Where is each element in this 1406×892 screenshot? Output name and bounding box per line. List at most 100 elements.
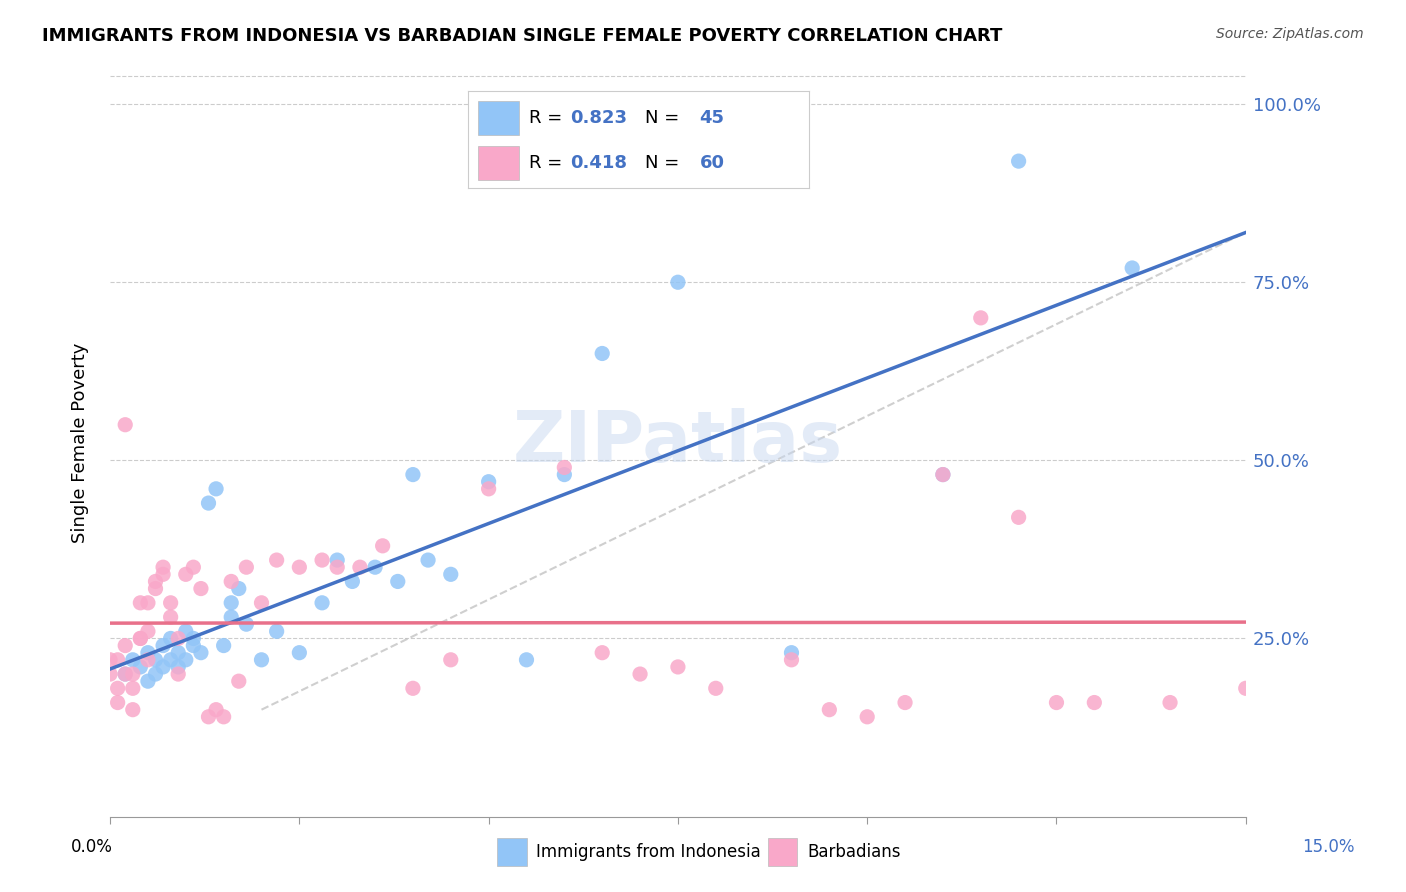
- Point: [174, 567, 197, 582]
- Point: [311, 553, 333, 567]
- Point: [553, 467, 575, 482]
- Point: [136, 596, 159, 610]
- Point: [780, 646, 803, 660]
- Text: Source: ZipAtlas.com: Source: ZipAtlas.com: [1216, 27, 1364, 41]
- Point: [167, 660, 190, 674]
- Point: [591, 646, 613, 660]
- Point: [114, 667, 136, 681]
- Text: 0.823: 0.823: [569, 109, 627, 127]
- Point: [894, 696, 917, 710]
- Point: [159, 653, 181, 667]
- Point: [205, 482, 228, 496]
- Point: [152, 660, 174, 674]
- Point: [250, 653, 273, 667]
- Point: [1234, 681, 1257, 696]
- Point: [440, 653, 463, 667]
- Point: [478, 482, 501, 496]
- Point: [159, 596, 181, 610]
- Point: [152, 639, 174, 653]
- Point: [666, 275, 689, 289]
- Point: [212, 710, 235, 724]
- FancyBboxPatch shape: [478, 101, 519, 135]
- Point: [818, 703, 841, 717]
- Point: [145, 582, 167, 596]
- Point: [183, 639, 205, 653]
- Point: [932, 467, 955, 482]
- Point: [402, 467, 425, 482]
- Point: [107, 696, 129, 710]
- Point: [1121, 260, 1143, 275]
- Point: [402, 681, 425, 696]
- Point: [212, 639, 235, 653]
- Point: [219, 610, 242, 624]
- Point: [152, 560, 174, 574]
- Point: [197, 710, 219, 724]
- Point: [266, 624, 288, 639]
- Point: [136, 674, 159, 689]
- Text: N =: N =: [645, 154, 685, 172]
- Text: IMMIGRANTS FROM INDONESIA VS BARBADIAN SINGLE FEMALE POVERTY CORRELATION CHART: IMMIGRANTS FROM INDONESIA VS BARBADIAN S…: [42, 27, 1002, 45]
- Point: [416, 553, 439, 567]
- Point: [591, 346, 613, 360]
- Point: [515, 653, 537, 667]
- Point: [121, 667, 143, 681]
- Point: [183, 632, 205, 646]
- Text: ZIPatlas: ZIPatlas: [513, 408, 844, 477]
- Point: [219, 596, 242, 610]
- Point: [932, 467, 955, 482]
- Point: [1083, 696, 1105, 710]
- Point: [167, 646, 190, 660]
- Point: [478, 475, 501, 489]
- Point: [98, 667, 121, 681]
- FancyBboxPatch shape: [768, 838, 797, 866]
- Point: [371, 539, 394, 553]
- Point: [1007, 510, 1029, 524]
- Point: [1159, 696, 1181, 710]
- Point: [266, 553, 288, 567]
- FancyBboxPatch shape: [478, 146, 519, 180]
- Point: [666, 660, 689, 674]
- Point: [856, 710, 879, 724]
- Point: [136, 646, 159, 660]
- Point: [342, 574, 364, 589]
- Point: [145, 653, 167, 667]
- Point: [152, 567, 174, 582]
- Point: [98, 653, 121, 667]
- Point: [129, 596, 152, 610]
- Point: [167, 632, 190, 646]
- Point: [704, 681, 727, 696]
- Point: [183, 560, 205, 574]
- Point: [136, 624, 159, 639]
- Point: [250, 596, 273, 610]
- Point: [107, 653, 129, 667]
- Text: Barbadians: Barbadians: [807, 843, 901, 861]
- Point: [780, 653, 803, 667]
- Point: [228, 674, 250, 689]
- Point: [288, 560, 311, 574]
- Text: 0.0%: 0.0%: [70, 838, 112, 855]
- Y-axis label: Single Female Poverty: Single Female Poverty: [72, 343, 89, 542]
- Text: 0.418: 0.418: [569, 154, 627, 172]
- Text: 45: 45: [700, 109, 724, 127]
- Point: [1045, 696, 1067, 710]
- Text: 15.0%: 15.0%: [1302, 838, 1355, 855]
- Point: [121, 681, 143, 696]
- Point: [145, 667, 167, 681]
- Point: [440, 567, 463, 582]
- Point: [159, 632, 181, 646]
- Point: [326, 560, 349, 574]
- Point: [349, 560, 371, 574]
- Point: [145, 574, 167, 589]
- Point: [114, 639, 136, 653]
- Point: [219, 574, 242, 589]
- Point: [136, 653, 159, 667]
- Point: [326, 553, 349, 567]
- Point: [228, 582, 250, 596]
- Point: [288, 646, 311, 660]
- Point: [235, 617, 257, 632]
- Point: [553, 460, 575, 475]
- Point: [387, 574, 409, 589]
- Point: [121, 703, 143, 717]
- Point: [167, 667, 190, 681]
- Point: [107, 681, 129, 696]
